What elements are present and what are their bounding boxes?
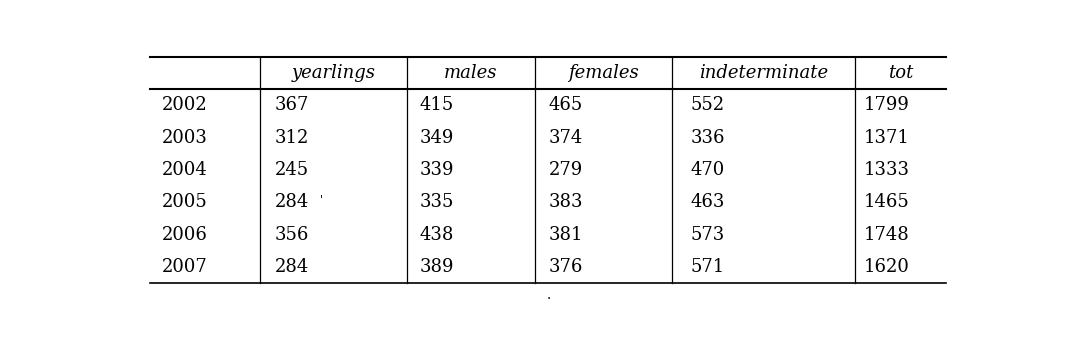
Text: .: . xyxy=(547,288,550,302)
Text: ': ' xyxy=(320,195,323,205)
